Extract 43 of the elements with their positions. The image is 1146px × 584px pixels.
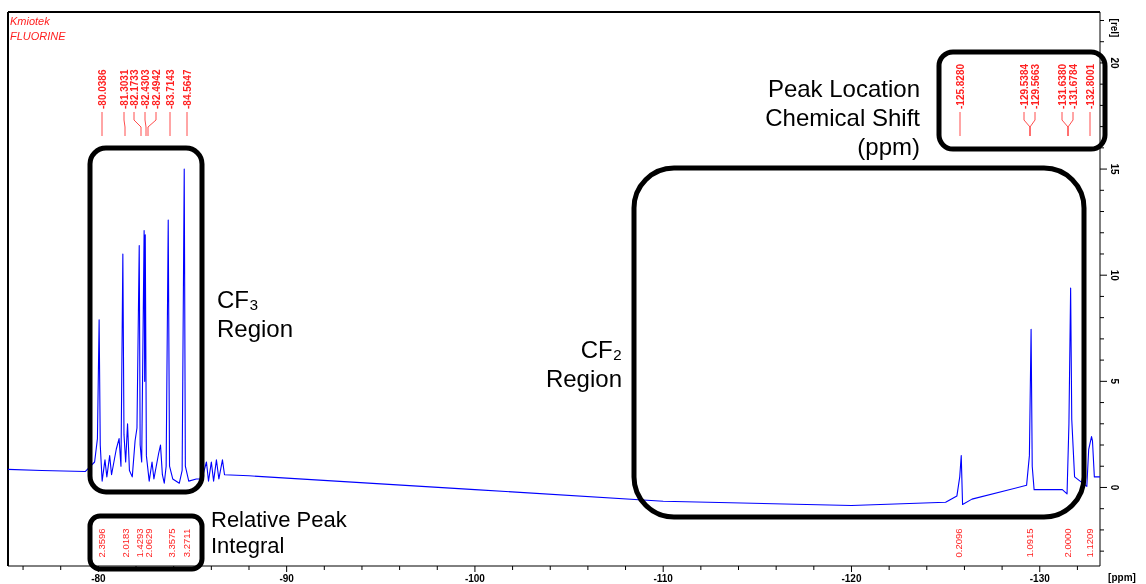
y-tick-label: 10: [1109, 269, 1120, 282]
annotation: -82.4303: [140, 69, 151, 109]
annotation: -83.7143: [165, 69, 176, 109]
annotation: FLUORINE: [10, 30, 67, 42]
annotation: 3.2711: [180, 528, 192, 558]
annotation: Relative Peak Integral: [211, 507, 348, 559]
annotation: 1.0915: [1023, 528, 1035, 558]
annotation: Peak Location Chemical Shift (ppm): [765, 75, 921, 160]
x-tick-label: -80: [91, 573, 107, 584]
annotation: 0.2096: [952, 528, 964, 558]
annotation: -84.5647: [182, 69, 193, 109]
annotation: 2.0183: [119, 528, 131, 558]
annotation: 3.3575: [165, 528, 177, 558]
x-tick-label: -130: [1029, 573, 1051, 584]
line-series: [7, 168, 1101, 507]
annotation: -131.6380: [1057, 63, 1068, 109]
annotation: -82.1733: [129, 69, 140, 109]
annotation: 1.4293: [133, 528, 145, 558]
annotation: 2.3596: [95, 528, 107, 558]
y-tick-label: 0: [1109, 484, 1120, 491]
annotation: CF₂ Region: [545, 336, 622, 392]
annotation: -125.8280: [955, 63, 966, 109]
annotation: 2.0000: [1061, 528, 1073, 558]
annotation: CF₃ Region: [217, 286, 294, 342]
annotation: -129.5663: [1030, 63, 1041, 109]
annotation: -82.4942: [151, 69, 162, 109]
y-axis-title: [rel]: [1109, 18, 1120, 38]
x-tick-label: -90: [279, 573, 295, 584]
annotation: -129.5384: [1019, 63, 1030, 109]
x-tick-label: -100: [464, 573, 486, 584]
x-tick-label: -120: [841, 573, 862, 584]
x-axis-title: [ppm]: [1108, 572, 1136, 583]
x-tick-label: -110: [653, 573, 674, 584]
annotation: 1.1209: [1083, 528, 1095, 558]
annotation: -80.0386: [97, 69, 108, 109]
annotation: -132.8001: [1085, 63, 1096, 109]
y-tick-label: 15: [1109, 163, 1120, 176]
annotation: -81.3031: [119, 69, 130, 109]
y-tick-label: 20: [1109, 57, 1120, 69]
y-tick-label: 5: [1109, 378, 1120, 385]
annotation: Kmiotek: [10, 15, 51, 27]
annotation: 2.0629: [142, 528, 154, 558]
annotation: -131.6784: [1068, 63, 1079, 109]
